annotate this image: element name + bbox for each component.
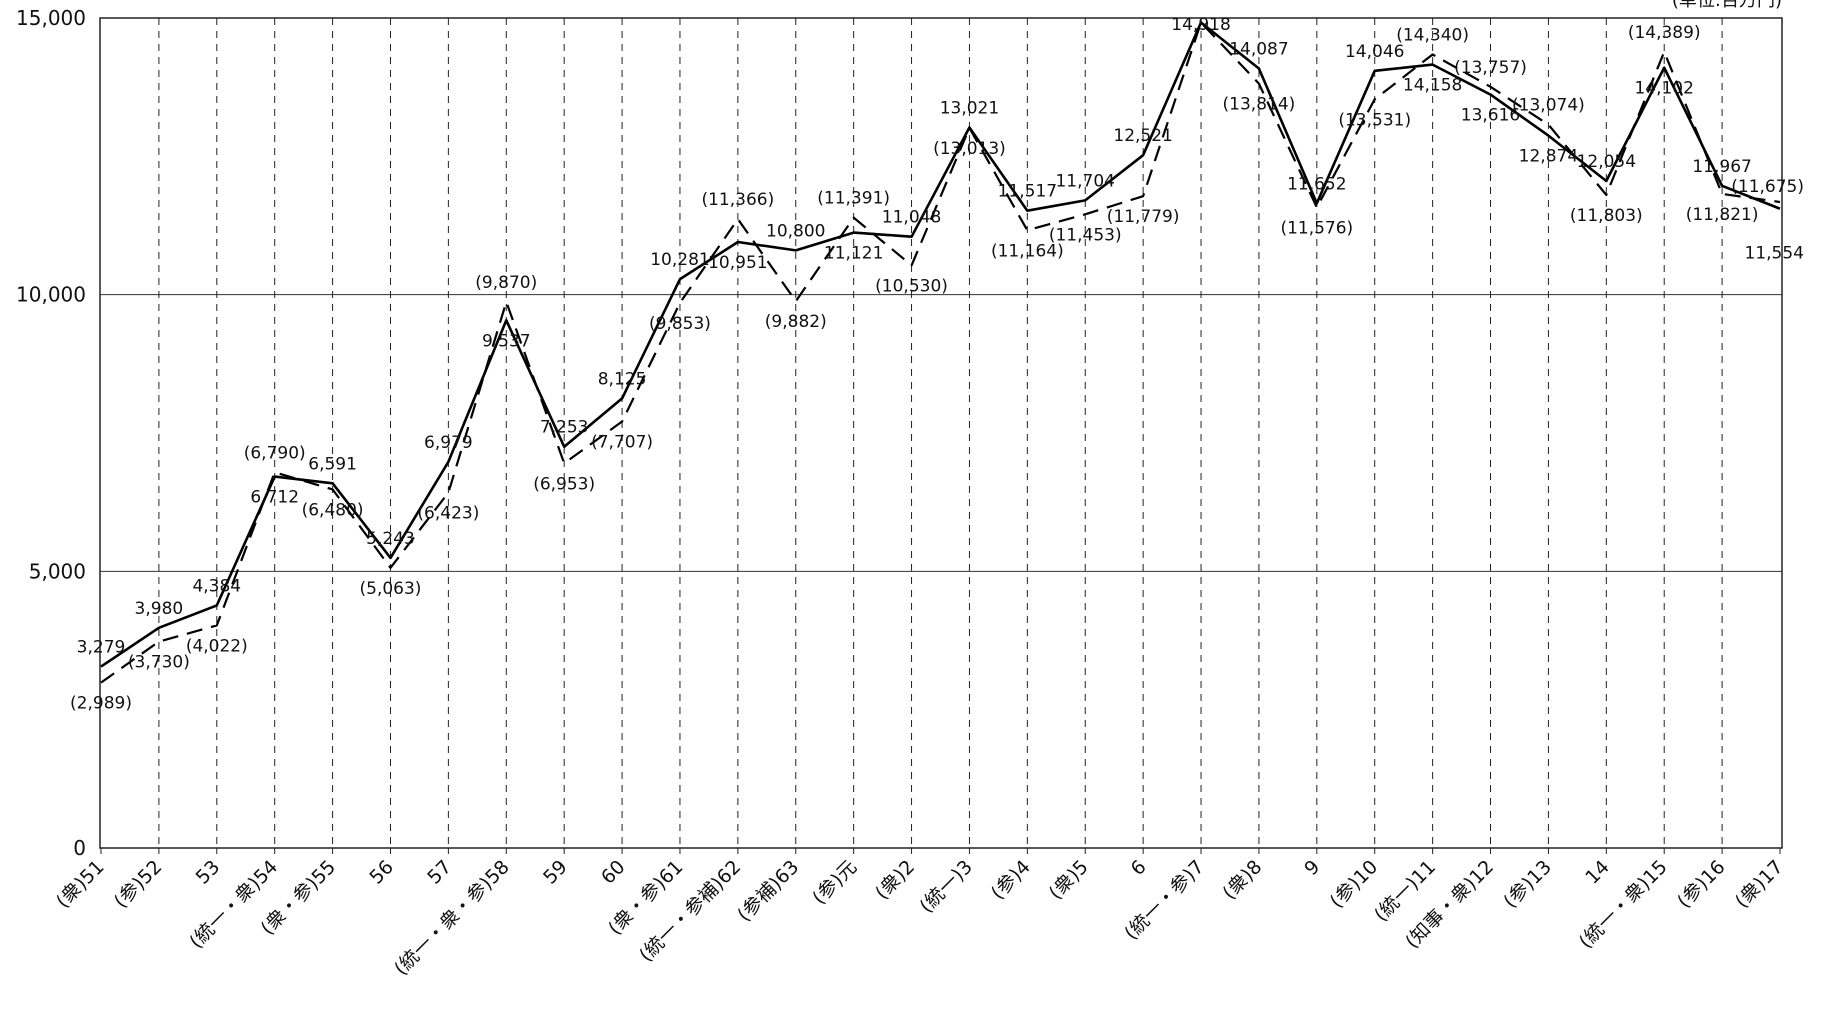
data-label-dashed: (11,391) xyxy=(817,189,890,209)
data-label-solid: 5,243 xyxy=(366,529,415,549)
x-tick-label: 57 xyxy=(423,856,456,889)
x-tick-label: (参)13 xyxy=(1499,856,1556,913)
data-label-solid: 12,054 xyxy=(1577,152,1636,172)
axes xyxy=(99,17,1783,854)
data-label-dashed: (11,821) xyxy=(1686,205,1759,225)
data-label-dashed: (6,953) xyxy=(533,474,595,494)
data-label-solid: 4,384 xyxy=(192,576,241,596)
data-label-solid: 11,704 xyxy=(1055,171,1114,191)
series-line-solid xyxy=(100,21,1781,668)
y-axis-tick-labels: 0 5,000 10,000 15,000 xyxy=(16,6,86,860)
series-lines xyxy=(100,21,1781,684)
data-label-dashed: (13,531) xyxy=(1338,110,1411,130)
data-label-dashed: (13,814) xyxy=(1223,95,1296,115)
data-label-dashed: (11,675) xyxy=(1731,177,1804,197)
plot-frame xyxy=(99,17,1783,849)
data-label-dashed: (11,164) xyxy=(991,241,1064,261)
data-label-solid: 8,125 xyxy=(598,369,647,389)
x-tick-label: (参)元 xyxy=(808,856,861,909)
x-tick-label: (衆)2 xyxy=(871,856,919,904)
data-label-solid: 11,121 xyxy=(824,244,883,264)
data-label-solid: 11,048 xyxy=(882,208,941,228)
data-label-solid: 6,712 xyxy=(250,488,299,508)
x-tick-label: 6 xyxy=(1127,856,1151,880)
data-label-solid: 11,967 xyxy=(1692,157,1751,177)
data-label-dashed: (13,757) xyxy=(1454,58,1527,78)
x-tick-label: (統一・参補)62 xyxy=(635,856,745,966)
x-tick-label: 9 xyxy=(1300,856,1324,880)
y-tick-label: 0 xyxy=(73,836,86,860)
x-tick-label: (参)4 xyxy=(987,856,1035,904)
x-tick-label: (参)10 xyxy=(1326,856,1383,913)
x-tick-label: (統一)3 xyxy=(916,856,977,917)
x-tick-label: 60 xyxy=(597,856,630,889)
x-tick-label: 59 xyxy=(539,856,572,889)
y-tick-label: 10,000 xyxy=(16,283,86,307)
data-label-dashed: (13,013) xyxy=(933,139,1006,159)
data-label-dashed: (5,063) xyxy=(360,579,422,599)
grid xyxy=(100,18,1782,848)
x-tick-label: 53 xyxy=(192,856,225,889)
data-label-dashed: (6,423) xyxy=(417,504,479,524)
y-tick-label: 15,000 xyxy=(16,6,86,30)
x-tick-label: 56 xyxy=(365,856,398,889)
y-tick-label: 5,000 xyxy=(29,559,86,583)
x-tick-label: (衆)17 xyxy=(1731,856,1788,913)
data-label-dashed: (3,730) xyxy=(128,653,190,673)
data-label-dashed: (6,480) xyxy=(302,500,364,520)
x-tick-label: (参補)63 xyxy=(733,856,803,926)
data-label-solid: 14,102 xyxy=(1634,79,1693,99)
x-tick-label: (衆)51 xyxy=(52,856,109,913)
data-label-solid: 3,279 xyxy=(77,638,126,658)
data-label-dashed: (11,779) xyxy=(1107,207,1180,227)
data-label-solid: 14,087 xyxy=(1229,40,1288,60)
data-label-dashed: (10,530) xyxy=(875,276,948,296)
data-label-solid: 13,021 xyxy=(940,99,999,119)
data-label-solid: 10,800 xyxy=(766,221,825,241)
data-label-dashed: (11,453) xyxy=(1049,225,1122,245)
data-label-solid: 6,979 xyxy=(424,433,473,453)
data-label-dashed: (9,882) xyxy=(765,312,827,332)
x-tick-label: (衆)5 xyxy=(1045,856,1093,904)
data-label-solid: 9,537 xyxy=(482,331,531,351)
data-label-dashed: (14,340) xyxy=(1396,26,1469,46)
data-labels: 3,279 (2,989) 3,980 (3,730) 4,384 (4,022) 6,71… xyxy=(70,15,1804,714)
x-tick-label: 14 xyxy=(1581,856,1614,889)
data-label-dashed: (2,989) xyxy=(70,694,132,714)
data-label-dashed: (6,790) xyxy=(244,443,306,463)
data-label-solid: 13,616 xyxy=(1461,106,1520,126)
data-label-solid: 12,521 xyxy=(1113,126,1172,146)
data-label-solid: 14,918 xyxy=(1171,15,1230,35)
data-label-solid: 10,281 xyxy=(650,250,709,270)
data-label-solid: 10,951 xyxy=(708,253,767,273)
data-label-solid: 14,158 xyxy=(1403,76,1462,96)
data-label-dashed: (14,389) xyxy=(1628,23,1701,43)
data-label-solid: 11,652 xyxy=(1287,174,1346,194)
data-label-solid: 12,874 xyxy=(1519,147,1578,167)
data-label-dashed: (9,870) xyxy=(475,273,537,293)
data-label-dashed: (13,074) xyxy=(1512,96,1585,116)
x-axis-labels: (衆)51 (参)52 53(統一・衆)54(衆・参)55 56 57(統一・衆・参)5… xyxy=(52,856,1788,980)
data-label-solid: 11,517 xyxy=(998,182,1057,202)
series-line-dashed xyxy=(100,21,1781,684)
data-label-dashed: (4,022) xyxy=(186,636,248,656)
x-tick-label: (衆)8 xyxy=(1218,856,1266,904)
x-tick-label: (参)16 xyxy=(1673,856,1730,913)
data-label-dashed: (7,707) xyxy=(591,433,653,453)
data-label-solid: 14,046 xyxy=(1345,42,1404,62)
data-label-dashed: (9,853) xyxy=(649,314,711,334)
x-tick-label: (参)52 xyxy=(110,856,167,913)
unit-label: (単位:百万円) xyxy=(1672,0,1782,11)
data-label-solid: 3,980 xyxy=(135,599,184,619)
data-label-solid: 6,591 xyxy=(308,454,357,474)
data-label-dashed: (11,576) xyxy=(1280,218,1353,238)
data-label-solid: 7,253 xyxy=(540,418,589,438)
data-label-solid: 11,554 xyxy=(1745,244,1804,264)
data-label-dashed: (11,366) xyxy=(701,190,774,210)
data-label-dashed: (11,803) xyxy=(1570,206,1643,226)
